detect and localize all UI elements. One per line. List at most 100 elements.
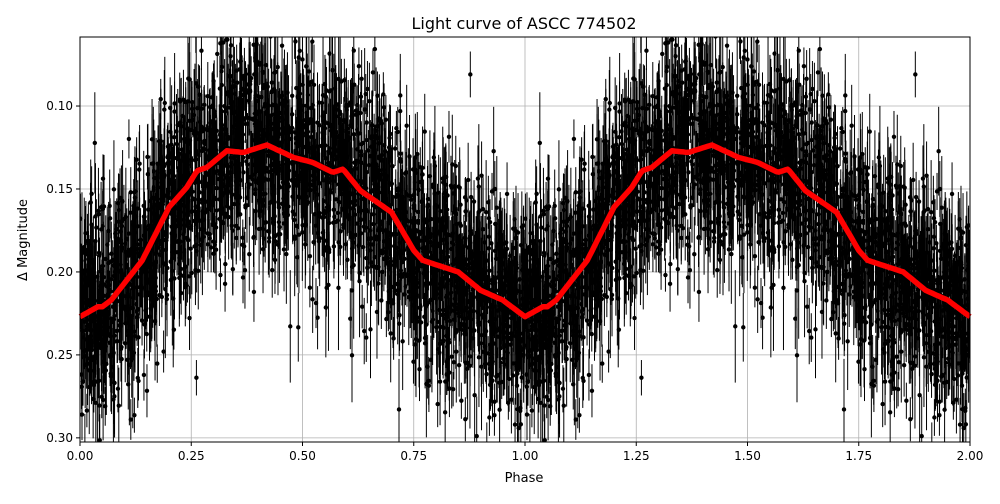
data-point [172, 327, 176, 331]
data-point [463, 417, 467, 421]
data-point [868, 129, 872, 133]
data-point [476, 176, 480, 180]
data-point [921, 176, 925, 180]
data-point [795, 353, 799, 357]
data-point [632, 316, 636, 320]
data-point [454, 350, 458, 354]
data-point [300, 57, 304, 61]
data-point [617, 327, 621, 331]
data-point [715, 268, 719, 272]
data-point [561, 387, 565, 391]
data-point [153, 319, 157, 323]
data-point [194, 6, 198, 10]
data-point [759, 301, 763, 305]
data-point [838, 146, 842, 150]
data-point [155, 361, 159, 365]
data-point [118, 262, 122, 266]
data-point [434, 325, 438, 329]
data-point [680, 80, 684, 84]
data-point [917, 393, 921, 397]
data-point [964, 422, 968, 426]
data-point [284, 252, 288, 256]
data-point [932, 415, 936, 419]
data-point [729, 252, 733, 256]
data-point [563, 262, 567, 266]
data-point [526, 465, 530, 469]
data-point [733, 324, 737, 328]
data-point [530, 408, 534, 412]
data-point [602, 139, 606, 143]
data-point [583, 238, 587, 242]
data-point [639, 376, 643, 380]
data-point [582, 167, 586, 171]
data-point [505, 192, 509, 196]
data-point [213, 242, 217, 246]
data-point [450, 162, 454, 166]
data-point [557, 187, 561, 191]
data-point [519, 422, 523, 426]
data-point [400, 339, 404, 343]
data-point [539, 225, 543, 229]
data-point [393, 146, 397, 150]
data-point [423, 129, 427, 133]
data-point [538, 141, 542, 145]
data-point [755, 297, 759, 301]
data-point [598, 319, 602, 323]
data-point [950, 192, 954, 196]
data-point [797, 132, 801, 136]
data-point [562, 403, 566, 407]
data-point [807, 329, 811, 333]
data-point [156, 161, 160, 165]
data-point [138, 238, 142, 242]
data-point [930, 444, 934, 448]
data-point [332, 244, 336, 248]
data-point [607, 107, 611, 111]
data-point [235, 80, 239, 84]
data-point [658, 242, 662, 246]
data-point [487, 415, 491, 419]
data-point [443, 410, 447, 414]
data-point [397, 407, 401, 411]
data-point [908, 417, 912, 421]
data-point [845, 339, 849, 343]
data-point [956, 373, 960, 377]
data-point [556, 397, 560, 401]
data-point [842, 407, 846, 411]
data-point [472, 393, 476, 397]
data-point [157, 139, 161, 143]
data-point [194, 376, 198, 380]
data-point [920, 434, 924, 438]
data-point [368, 327, 372, 331]
data-point [270, 268, 274, 272]
data-point [899, 350, 903, 354]
data-point [137, 167, 141, 171]
data-point [116, 387, 120, 391]
chart-title: Light curve of ASCC 774502 [411, 14, 636, 33]
data-point [849, 124, 853, 128]
data-point [600, 361, 604, 365]
data-point [777, 244, 781, 248]
data-point [187, 316, 191, 320]
data-point [350, 353, 354, 357]
data-point [288, 324, 292, 328]
data-point [93, 141, 97, 145]
data-point [601, 161, 605, 165]
data-point [404, 124, 408, 128]
data-point [485, 444, 489, 448]
data-point [88, 471, 92, 475]
data-point [241, 275, 245, 279]
data-point [511, 373, 515, 377]
data-point [879, 325, 883, 329]
data-point [359, 77, 363, 81]
data-point [813, 327, 817, 331]
data-point [352, 132, 356, 136]
data-point [804, 77, 808, 81]
data-point [314, 301, 318, 305]
data-point [94, 225, 98, 229]
data-point [111, 397, 115, 401]
data-point [310, 297, 314, 301]
data-point [85, 408, 89, 412]
data-point [692, 252, 696, 256]
